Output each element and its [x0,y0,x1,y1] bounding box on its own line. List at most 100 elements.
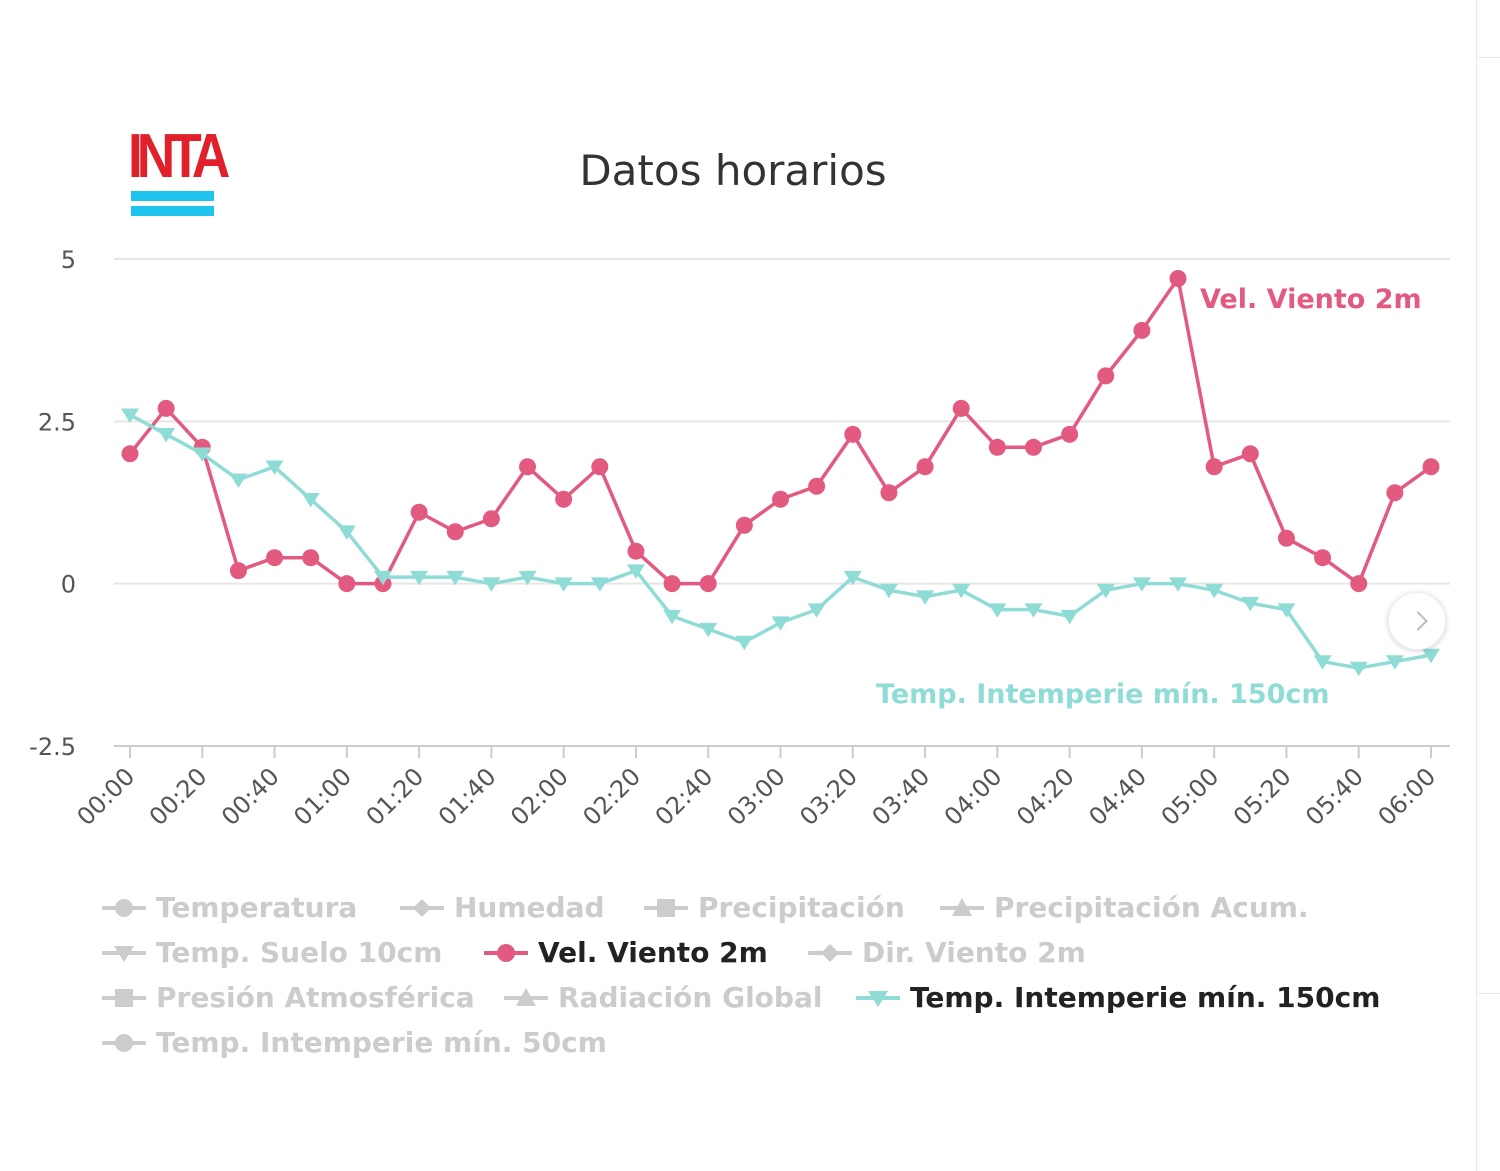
x-tick-label: 02:20 [577,762,646,831]
x-tick-label: 04:40 [1083,762,1152,831]
legend-marker-icon [400,894,444,922]
x-tick-label: 02:40 [650,762,719,831]
x-tick-label: 00:40 [216,762,285,831]
data-point [229,473,248,488]
data-point [338,575,356,593]
legend-label: Temperatura [156,891,358,924]
y-tick-label: -2.5 [29,733,76,761]
data-point [1133,321,1151,339]
data-point [988,438,1006,456]
data-point [482,510,500,528]
data-point [952,399,970,417]
data-point [699,575,717,593]
data-point [1277,529,1295,547]
data-point [1169,577,1188,592]
y-tick-label: 5 [61,246,76,274]
data-point [807,603,826,618]
legend-marker-icon [102,894,146,922]
legend-label: Temp. Intemperie mín. 50cm [156,1026,607,1059]
data-point [266,549,284,567]
data-point [772,490,789,508]
data-point [1277,603,1296,618]
data-point [880,484,898,502]
series-line [128,276,1433,586]
x-tick-label: 00:00 [72,762,141,831]
data-point [229,562,247,580]
data-point [1386,484,1404,502]
data-point [699,622,718,638]
data-point [735,516,753,534]
x-tick-label: 05:20 [1228,762,1297,831]
data-point [1205,583,1224,599]
x-tick-label: 03:40 [867,762,936,831]
x-tick-label: 01:40 [433,762,502,831]
data-point [1096,583,1115,599]
data-point [302,549,320,567]
data-point [193,447,212,462]
data-point [735,635,754,651]
data-point [446,523,464,541]
next-page-button[interactable] [1388,592,1446,650]
data-point [1350,575,1368,593]
legend-label: Precipitación Acum. [994,891,1309,924]
data-point [916,458,934,476]
data-point [337,525,356,540]
x-tick-label: 02:00 [505,762,574,831]
legend-label: Temp. Suelo 10cm [156,936,443,969]
data-point [808,477,826,495]
legend-label: Temp. Intemperie mín. 150cm [910,981,1381,1014]
x-tick-label: 01:20 [361,762,430,831]
data-point [157,399,175,417]
inta-logo: INTA [128,126,230,220]
data-point [121,445,139,463]
legend-label: Dir. Viento 2m [862,936,1086,969]
data-point [410,570,429,586]
x-tick-label: 03:00 [722,762,791,831]
data-point [373,570,392,586]
line-chart: 52.50-2.500:00 00:20 00:40 01:00 01:20 01:40 0… [29,246,1450,831]
legend-label: Precipitación [698,891,905,924]
data-point [446,570,465,586]
data-point [1097,367,1115,385]
data-point [843,570,862,586]
data-point [1205,458,1223,476]
data-point [626,564,645,579]
legend-marker-icon [856,984,900,1012]
legend-marker-icon [102,984,146,1012]
legend-marker-icon [940,894,984,922]
y-tick-label: 0 [61,571,76,599]
data-point [301,492,320,508]
data-point [121,408,139,423]
data-point [1024,438,1042,456]
data-point [482,577,501,592]
data-point [555,490,573,508]
data-point [1060,609,1079,625]
x-tick-label: 03:20 [794,762,863,831]
data-point [590,577,609,592]
x-tick-label: 00:20 [144,762,213,831]
data-point [1313,655,1332,670]
x-tick-label: 05:00 [1156,762,1225,831]
data-point [988,603,1007,618]
series-label-temp: Temp. Intemperie mín. 150cm [876,679,1330,710]
data-point [265,460,284,475]
data-point [1024,603,1043,618]
panel-border-bottom [1477,993,1500,994]
data-point [771,616,790,631]
data-point [1061,425,1079,443]
x-tick-label: 04:20 [1011,762,1080,831]
logo-stripe-bottom [131,206,214,216]
legend-marker-icon [102,1029,146,1057]
data-point [591,458,609,476]
data-point [554,577,573,592]
data-point [844,425,862,443]
x-tick-label: 04:00 [939,762,1008,831]
x-tick-label: 06:00 [1373,762,1442,831]
legend-label: Presión Atmosférica [156,981,475,1014]
logo-stripe-top [131,191,214,201]
legend-marker-icon [504,984,548,1012]
data-point [663,609,682,625]
data-point [1314,549,1332,567]
data-point [1385,655,1404,670]
series-label-wind: Vel. Viento 2m [1200,284,1422,315]
